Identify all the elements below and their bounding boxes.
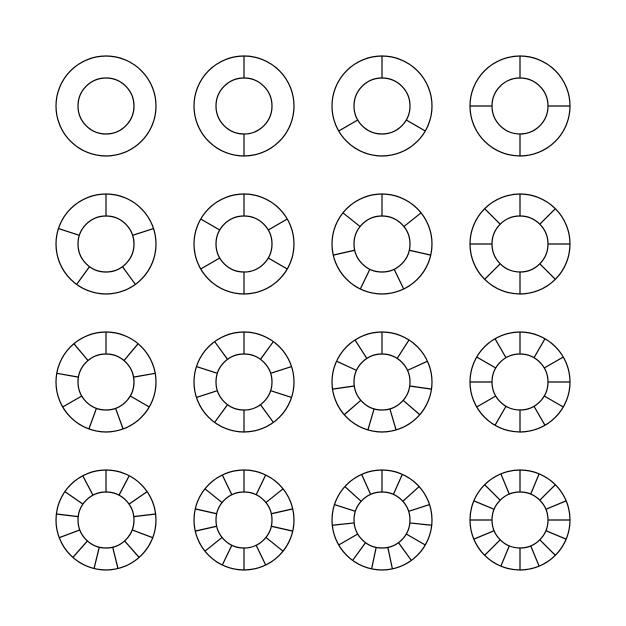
donut-chart-1 <box>52 52 160 160</box>
donut-chart-16 <box>466 466 574 574</box>
donut-chart-14 <box>190 466 298 574</box>
donut-chart-11 <box>328 328 436 436</box>
donut-chart-5 <box>52 190 160 298</box>
donut-chart-6 <box>190 190 298 298</box>
donut-chart-8 <box>466 190 574 298</box>
donut-chart-12 <box>466 328 574 436</box>
donut-chart-13 <box>52 466 160 574</box>
donut-chart-7 <box>328 190 436 298</box>
donut-chart-10 <box>190 328 298 436</box>
donut-chart-4 <box>466 52 574 160</box>
donut-chart-9 <box>52 328 160 436</box>
donut-chart-grid <box>52 52 574 574</box>
donut-chart-15 <box>328 466 436 574</box>
donut-chart-2 <box>190 52 298 160</box>
donut-chart-3 <box>328 52 436 160</box>
